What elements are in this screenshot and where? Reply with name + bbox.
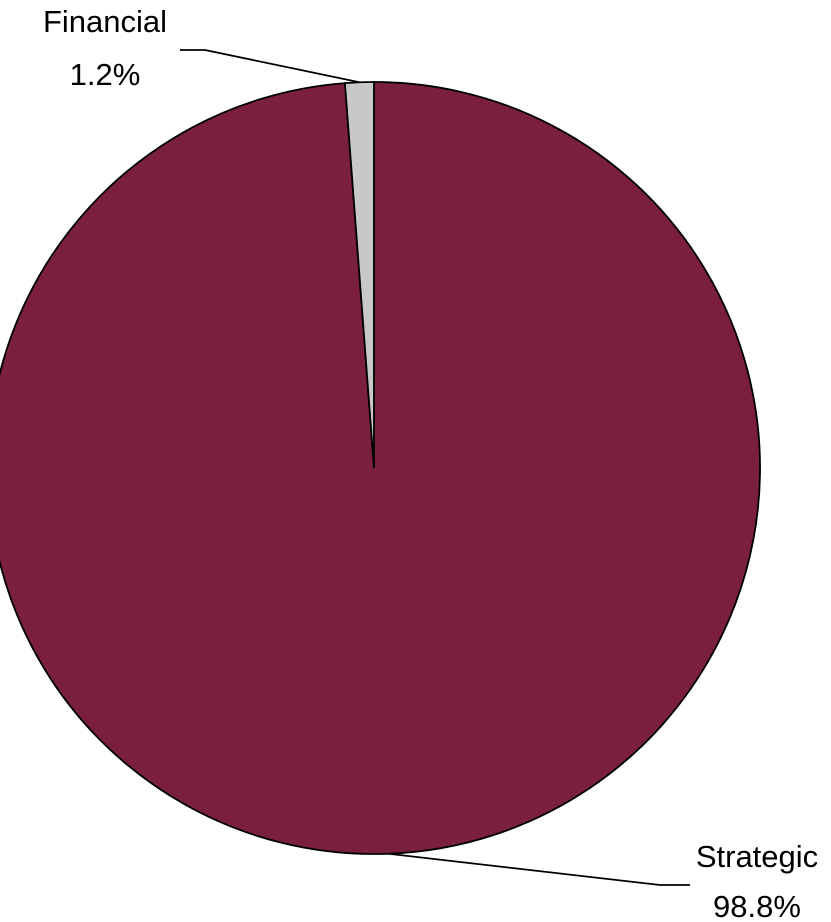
pie-slice-financial — [343, 81, 375, 469]
labels-layer: Financial 1.2% Strategic 98.8% — [43, 4, 818, 922]
leader-lines-layer — [180, 49, 690, 886]
slices-layer — [0, 81, 761, 855]
slice-label-financial-name: Financial — [43, 4, 167, 39]
leader-line-financial — [180, 49, 360, 84]
slice-label-financial-value: 1.2% — [70, 57, 141, 92]
leader-line-strategic — [388, 852, 690, 886]
pie-slice-strategic — [0, 81, 761, 855]
slice-label-strategic-name: Strategic — [696, 839, 818, 874]
slice-label-strategic-value: 98.8% — [713, 889, 801, 922]
